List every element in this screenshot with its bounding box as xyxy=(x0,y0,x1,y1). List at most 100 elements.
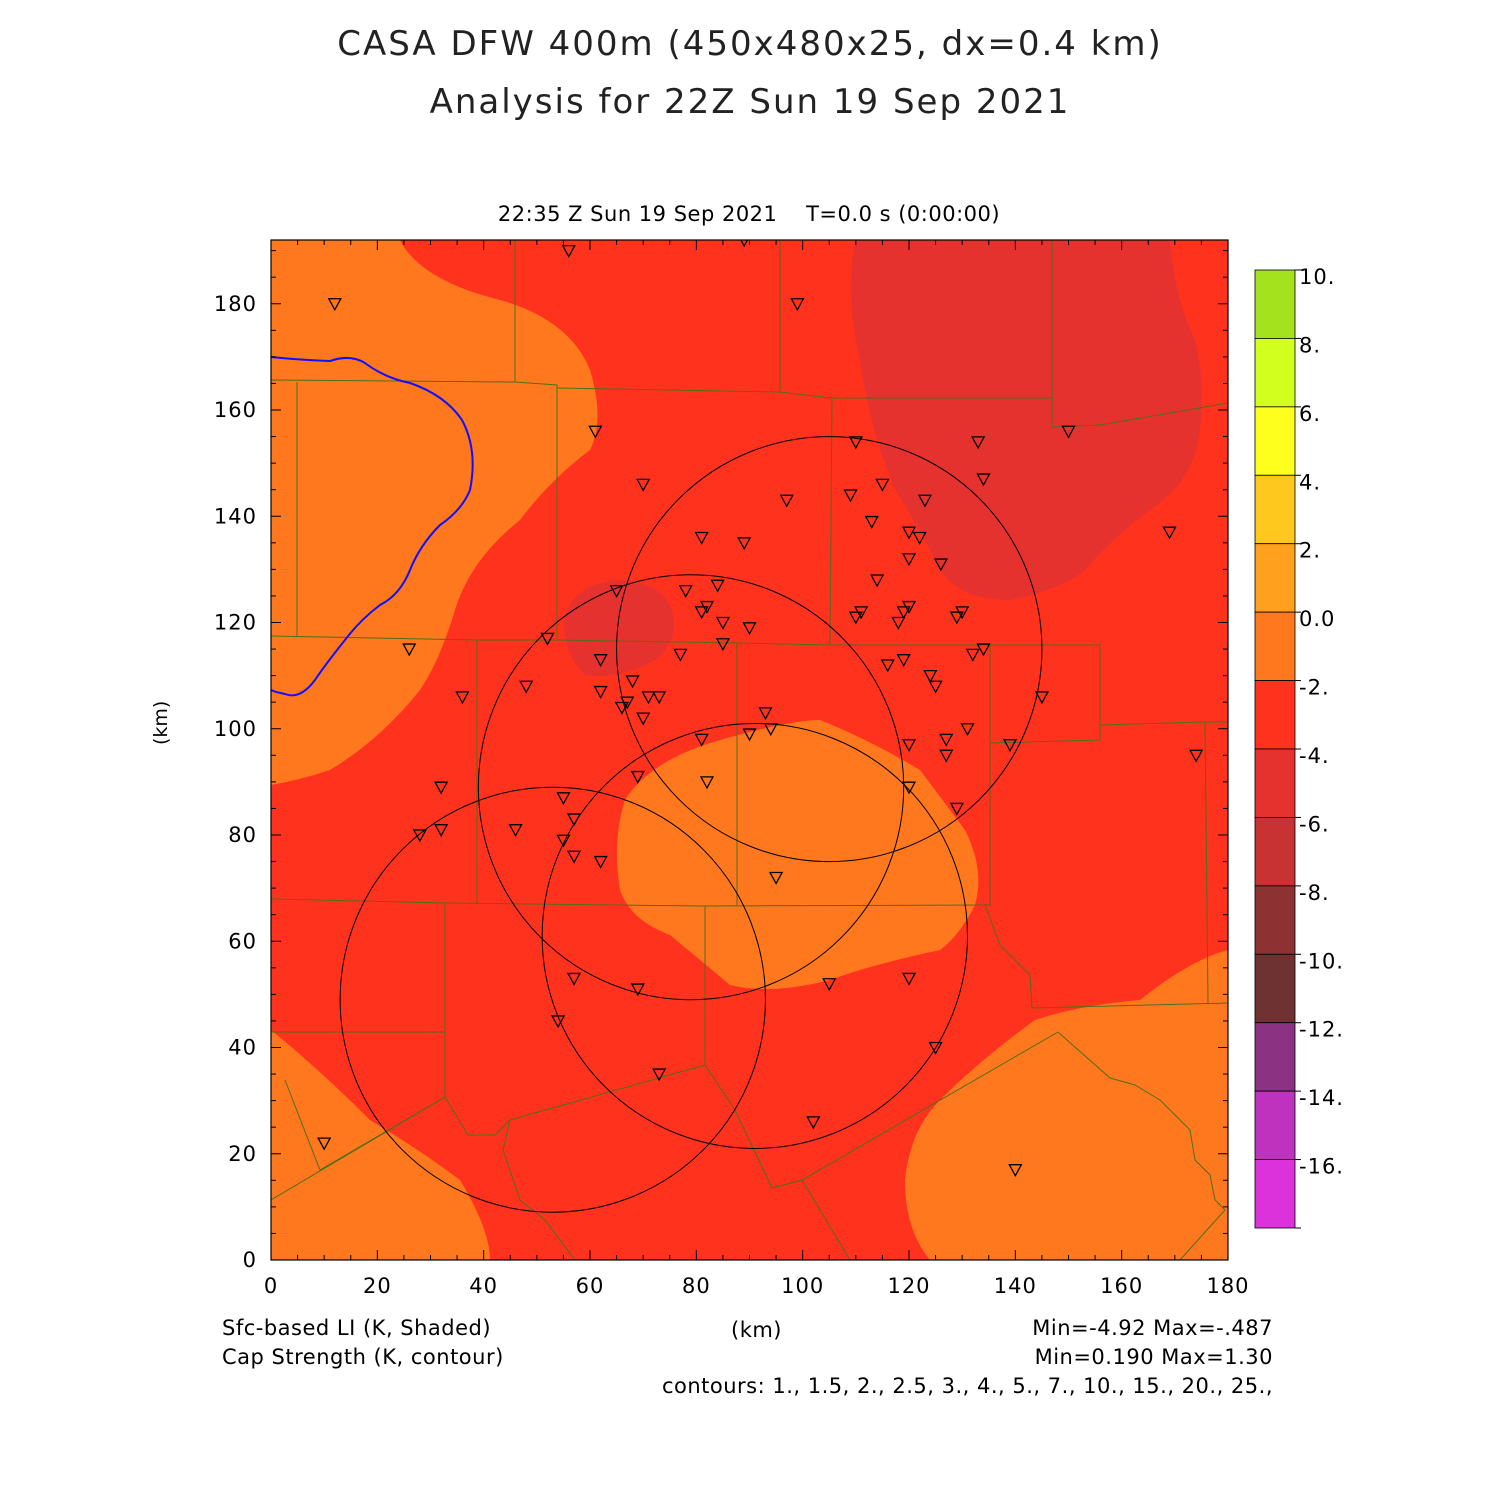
colorbar-swatch xyxy=(1254,1159,1296,1229)
station-marker xyxy=(1061,425,1076,439)
y-tick-label: 0 xyxy=(243,1248,257,1272)
station-marker xyxy=(949,611,964,625)
colorbar-swatch xyxy=(1254,748,1296,818)
river-line xyxy=(271,356,474,697)
station-marker xyxy=(540,632,555,646)
station-marker xyxy=(901,553,917,567)
station-marker xyxy=(758,707,773,721)
colorbar-label: 8. xyxy=(1299,333,1321,357)
station-marker xyxy=(636,478,651,492)
colorbar-swatch xyxy=(1254,1022,1296,1092)
station-marker xyxy=(1162,526,1177,540)
station-marker xyxy=(896,606,911,620)
station-marker xyxy=(561,244,576,258)
colorbar-label: -14. xyxy=(1299,1086,1344,1110)
y-tick-label: 120 xyxy=(214,611,257,635)
station-marker xyxy=(566,850,582,864)
y-tick-label: 40 xyxy=(228,1036,257,1060)
station-marker xyxy=(763,723,778,737)
station-marker xyxy=(955,606,970,620)
station-marker xyxy=(939,749,954,763)
station-marker xyxy=(1189,749,1204,763)
y-tick-labels: 0 20 40 60 80 100 120 140 160 180 xyxy=(214,292,257,1272)
station-marker xyxy=(625,675,640,689)
colorbar-swatch xyxy=(1254,885,1296,955)
station-marker xyxy=(402,643,417,657)
colorbar-swatch xyxy=(1254,817,1296,887)
station-marker xyxy=(556,792,571,806)
x-tick-label: 160 xyxy=(1100,1274,1143,1298)
y-tick-label: 180 xyxy=(214,292,257,316)
station-marker xyxy=(960,723,975,737)
station-marker xyxy=(455,691,470,705)
x-axis-label: (km) xyxy=(731,1318,783,1342)
station-marker xyxy=(694,606,709,620)
station-marker xyxy=(317,1137,332,1151)
colorbar-label: 2. xyxy=(1299,539,1321,563)
x-tick-labels: 0 20 40 60 80 100 120 140 160 180 xyxy=(264,1274,1249,1298)
y-axis-label: (km) xyxy=(150,700,172,745)
station-marker xyxy=(673,648,688,662)
colorbar-swatch xyxy=(1254,406,1296,476)
station-marker xyxy=(412,829,427,843)
station-marker xyxy=(694,531,709,545)
county-lines xyxy=(271,240,1228,1260)
colorbar-swatch xyxy=(1254,953,1296,1024)
footer-field2: Cap Strength (K, contour) xyxy=(222,1345,504,1369)
x-tick-label: 100 xyxy=(781,1274,824,1298)
station-marker xyxy=(928,680,943,694)
li-region-blob xyxy=(564,580,674,676)
colorbar-label: 4. xyxy=(1299,470,1321,494)
station-marker xyxy=(822,978,837,992)
valid-time: 22:35 Z Sun 19 Sep 2021 xyxy=(497,202,778,226)
station-marker xyxy=(699,600,715,614)
station-marker xyxy=(636,712,651,726)
station-marker xyxy=(641,691,656,705)
colorbar-swatch xyxy=(1254,474,1296,545)
station-marker xyxy=(593,654,608,668)
axis-ticks xyxy=(270,240,1229,1261)
radar-rings xyxy=(339,436,1043,1213)
station-marker xyxy=(912,531,927,545)
radar-ring xyxy=(339,786,766,1213)
y-tick-label: 80 xyxy=(228,823,257,847)
footer-field1: Sfc-based LI (K, Shaded) xyxy=(222,1316,492,1340)
li-region-sw xyxy=(271,1030,490,1260)
station-marker xyxy=(790,298,805,312)
colorbar-swatch xyxy=(1254,269,1296,339)
colorbar: 10. 8. 6. 4. 2. 0.0 -2. -4. -6. -8. -10. -12. -14. -1… xyxy=(1254,265,1344,1229)
station-marker xyxy=(891,616,906,630)
colorbar-swatch xyxy=(1254,611,1296,681)
colorbar-label: -12. xyxy=(1299,1018,1344,1042)
station-marker xyxy=(434,781,449,795)
station-marker xyxy=(848,611,863,625)
station-marker xyxy=(779,494,794,508)
station-marker xyxy=(1008,1164,1023,1178)
colorbar-label: -2. xyxy=(1299,676,1330,700)
station-marker xyxy=(694,733,709,747)
colorbar-swatch xyxy=(1254,1090,1296,1160)
x-tick-label: 180 xyxy=(1206,1274,1249,1298)
station-marker xyxy=(609,584,624,598)
station-marker xyxy=(630,770,645,784)
station-marker xyxy=(652,1068,667,1082)
station-marker xyxy=(715,638,731,652)
station-marker xyxy=(742,728,757,742)
station-marker xyxy=(1034,691,1050,705)
station-marker xyxy=(556,834,571,848)
station-marker xyxy=(901,739,917,753)
station-marker xyxy=(875,478,890,492)
station-marker xyxy=(976,473,991,487)
radar-ring xyxy=(616,436,1043,863)
station-marker xyxy=(742,622,757,636)
map-title-line1: CASA DFW 400m (450x480x25, dx=0.4 km) xyxy=(337,24,1163,64)
station-marker xyxy=(971,436,986,450)
radar-ring xyxy=(541,722,968,1149)
station-marker xyxy=(965,648,980,662)
y-tick-label: 20 xyxy=(228,1142,257,1166)
colorbar-label: -16. xyxy=(1299,1155,1344,1179)
station-marker xyxy=(699,776,715,790)
station-marker xyxy=(901,781,917,795)
y-tick-label: 160 xyxy=(214,398,257,422)
colorbar-swatch xyxy=(1254,338,1296,408)
